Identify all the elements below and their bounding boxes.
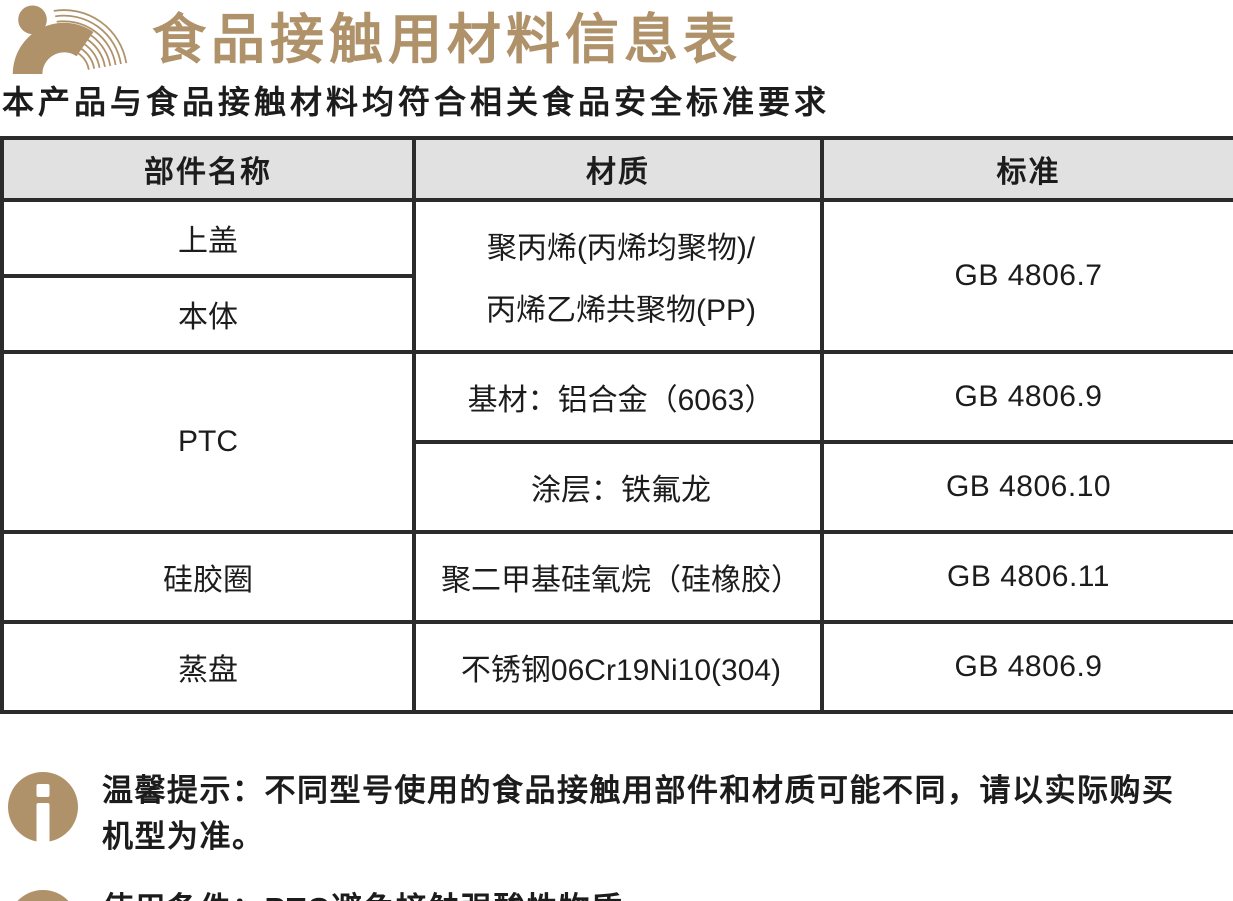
col-header-standard: 标准	[820, 136, 1233, 202]
table-row: 上盖 聚丙烯(丙烯均聚物)/ 丙烯乙烯共聚物(PP) GB 4806.7	[0, 198, 1233, 354]
table-row: 本体	[0, 274, 1233, 354]
cell-part-silicone-ring: 硅胶圈	[0, 530, 416, 624]
material-line: 丙烯乙烯共聚物(PP)	[486, 294, 756, 327]
info-icon	[8, 772, 78, 856]
cell-part-top-cover: 上盖	[0, 198, 416, 278]
cell-part-steam-tray: 蒸盘	[0, 620, 416, 714]
table-row: 涂层：铁氟龙 GB 4806.10	[2, 440, 1233, 534]
cell-part-ptc: PTC	[0, 350, 416, 534]
page-subtitle: 本产品与食品接触材料均符合相关食品安全标准要求	[2, 84, 831, 120]
cell-part-body: 本体	[0, 274, 416, 354]
table-row: 硅胶圈 聚二甲基硅氧烷（硅橡胶） GB 4806.11	[0, 530, 1233, 624]
note-usage: 使用条件：PTC避免接触强酸性物质。 备注：未标注年号的执行标准，按现行最新版本…	[8, 886, 1233, 901]
materials-table: 部件名称 材质 标准 上盖 聚丙烯(丙烯均聚物)/ 丙烯乙烯共聚物(PP) GB…	[0, 136, 1233, 714]
cell-material-ptc-base: 基材：铝合金（6063）	[412, 350, 824, 444]
note-text: 使用条件：PTC避免接触强酸性物质。 备注：未标注年号的执行标准，按现行最新版本…	[102, 886, 817, 901]
cell-material-pp: 聚丙烯(丙烯均聚物)/ 丙烯乙烯共聚物(PP)	[412, 198, 824, 354]
note-tip: 温馨提示：不同型号使用的食品接触用部件和材质可能不同，请以实际购买 机型为准。	[8, 768, 1233, 860]
note-line: 机型为准。	[102, 819, 265, 854]
col-header-material: 材质	[412, 136, 824, 202]
notes-section: 温馨提示：不同型号使用的食品接触用部件和材质可能不同，请以实际购买 机型为准。 …	[0, 768, 1233, 901]
cell-standard-ptc-coating: GB 4806.10	[820, 440, 1233, 534]
cell-material-silicone: 聚二甲基硅氧烷（硅橡胶）	[412, 530, 824, 624]
table-header-row: 部件名称 材质 标准	[0, 136, 1233, 202]
table-row: PTC 基材：铝合金（6063） GB 4806.9	[0, 350, 1233, 534]
material-line: 聚丙烯(丙烯均聚物)/	[486, 232, 756, 265]
cell-standard-silicone: GB 4806.11	[820, 530, 1233, 624]
cell-material-steam-tray: 不锈钢06Cr19Ni10(304)	[412, 620, 824, 714]
note-line: 使用条件：PTC避免接触强酸性物质。	[102, 886, 817, 901]
cell-standard-ptc-base: GB 4806.9	[820, 350, 1233, 444]
page-title: 食品接触用材料信息表	[152, 10, 742, 70]
cell-material-ptc-coating: 涂层：铁氟龙	[412, 440, 824, 534]
col-header-part-name: 部件名称	[0, 136, 416, 202]
cell-standard-steam-tray: GB 4806.9	[820, 620, 1233, 714]
info-icon	[8, 890, 78, 901]
brand-logo-icon	[4, 3, 138, 77]
note-text: 温馨提示：不同型号使用的食品接触用部件和材质可能不同，请以实际购买 机型为准。	[102, 768, 1175, 860]
note-line: 温馨提示：不同型号使用的食品接触用部件和材质可能不同，请以实际购买	[102, 773, 1175, 808]
brand-header: 食品接触用材料信息表	[0, 0, 1233, 78]
cell-standard-pp: GB 4806.7	[820, 198, 1233, 354]
table-row: 蒸盘 不锈钢06Cr19Ni10(304) GB 4806.9	[0, 620, 1233, 714]
